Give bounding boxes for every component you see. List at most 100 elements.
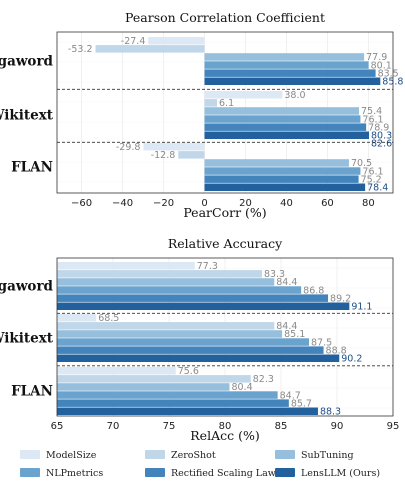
value-label-wikitext-modelsize: 68.5 [98,313,119,324]
bar-wikitext-modelsize [204,91,283,99]
x-tick-label: 85 [275,421,288,432]
legend-swatch-lensllm-ours [275,468,295,477]
value-label-flan-subtuning: 70.5 [351,158,372,169]
value-label-flan-modelsize: 75.6 [178,366,199,377]
group-label-wikitext: Wikitext [0,330,54,346]
x-tick-label: 65 [51,421,64,432]
chart-title-2: Relative Accuracy [168,236,283,251]
value-label-flan-rectified-scaling-law: 85.7 [291,398,312,409]
legend-label-zeroshot: ZeroShot [171,450,216,461]
legend-swatch-rectified-scaling-law [145,468,165,477]
bar-gigaword-lensllm-ours [204,77,381,85]
bar-flan-lensllm-ours [57,407,318,415]
value-label-flan-zeroshot: -12.8 [151,150,176,161]
x-tick-label: −40 [112,198,133,209]
value-label-gigaword-zeroshot: 83.3 [264,269,285,280]
legend-label-nlpmetrics: NLPmetrics [46,468,103,479]
value-label-wikitext-nlpmetrics: 87.5 [311,337,332,348]
group-label-gigaword: Gigaword [0,53,54,69]
group-label-flan: FLAN [11,383,53,399]
bar-flan-modelsize [143,143,205,151]
value-label-wikitext-nlpmetrics: 76.1 [362,114,383,125]
value-label-gigaword-nlpmetrics: 80.1 [371,60,392,71]
value-label-gigaword-modelsize: -27.4 [121,36,146,47]
chart-title-1: Pearson Correlation Coefficient [125,10,325,25]
bar-flan-rectified-scaling-law [204,175,359,183]
legend-label-rectified-scaling-law: Rectified Scaling Law [171,468,276,479]
bar-wikitext-zeroshot [204,99,218,107]
bar-wikitext-lensllm-ours [57,354,340,362]
bar-wikitext-subtuning [57,330,283,338]
bar-gigaword-modelsize [148,37,205,45]
value-label-extra: 82.6 [371,139,392,150]
bar-gigaword-rectified-scaling-law [57,294,329,302]
bar-flan-rectified-scaling-law [57,399,289,407]
value-label-gigaword-rectified-scaling-law: 89.2 [330,293,351,304]
bar-wikitext-rectified-scaling-law [57,346,324,354]
legend-label-modelsize: ModelSize [46,450,97,461]
value-label-gigaword-zeroshot: -53.2 [68,44,93,55]
legend-label-lensllm-ours: LensLLM (Ours) [301,468,380,479]
bar-flan-subtuning [204,159,349,167]
x-tick-label: 80 [219,421,232,432]
value-label-flan-rectified-scaling-law: 75.2 [361,174,382,185]
bar-flan-subtuning [57,383,230,391]
bar-wikitext-lensllm-ours [204,131,370,139]
bar-wikitext-nlpmetrics [57,338,309,346]
value-label-gigaword-subtuning: 77.9 [366,52,387,63]
bar-gigaword-zeroshot [95,45,205,53]
value-label-wikitext-subtuning: 75.4 [361,106,382,117]
value-label-wikitext-zeroshot: 6.1 [219,98,234,109]
x-axis-label-1: PearCorr (%) [183,205,266,220]
value-label-flan-nlpmetrics: 84.7 [280,390,301,401]
x-tick-label: 75 [163,421,176,432]
bar-flan-zeroshot [57,375,251,383]
legend-swatch-subtuning [275,450,295,459]
bar-flan-modelsize [57,367,176,375]
bar-flan-zeroshot [178,151,205,159]
bar-gigaword-subtuning [57,278,275,286]
bar-flan-nlpmetrics [57,391,278,399]
bar-flan-nlpmetrics [204,167,361,175]
x-tick-label: −20 [153,198,174,209]
bar-flan-lensllm-ours [204,183,366,191]
value-label-flan-zeroshot: 82.3 [253,374,274,385]
x-tick-label: 70 [107,421,120,432]
value-label-wikitext-zeroshot: 84.4 [276,321,297,332]
bar-wikitext-nlpmetrics [204,115,361,123]
bar-gigaword-lensllm-ours [57,302,350,310]
x-tick-label: 20 [239,198,252,209]
bar-wikitext-subtuning [204,107,359,115]
bar-gigaword-zeroshot [57,270,262,278]
value-label-gigaword-modelsize: 77.3 [197,261,218,272]
value-label-flan-subtuning: 80.4 [231,382,252,393]
x-tick-label: 40 [280,198,293,209]
bar-wikitext-rectified-scaling-law [204,123,367,131]
value-label-flan-lensllm-ours: 78.4 [367,183,388,194]
legend-label-subtuning: SubTuning [301,450,354,461]
value-label-flan-lensllm-ours: 88.3 [320,407,341,418]
x-tick-label: 80 [362,198,375,209]
value-label-gigaword-lensllm-ours: 91.1 [351,302,372,313]
value-label-wikitext-rectified-scaling-law: 78.9 [368,122,389,133]
value-label-gigaword-nlpmetrics: 86.8 [303,285,324,296]
x-axis-label-2: RelAcc (%) [190,428,259,443]
value-label-wikitext-modelsize: 38.0 [284,90,305,101]
value-label-gigaword-rectified-scaling-law: 83.5 [378,68,399,79]
legend-swatch-zeroshot [145,450,165,459]
value-label-flan-nlpmetrics: 76.1 [362,166,383,177]
bar-wikitext-modelsize [57,314,97,322]
group-label-gigaword: Gigaword [0,278,54,294]
x-tick-label: 0 [201,198,207,209]
x-tick-label: 95 [387,421,400,432]
legend-swatch-modelsize [20,450,40,459]
group-label-wikitext: Wikitext [0,107,54,123]
value-label-wikitext-rectified-scaling-law: 88.8 [326,345,347,356]
value-label-wikitext-lensllm-ours: 80.3 [371,131,392,142]
legend-swatch-nlpmetrics [20,468,40,477]
x-tick-label: −60 [71,198,92,209]
value-label-flan-modelsize: -29.8 [116,142,141,153]
axes-frame [56,31,394,194]
bar-gigaword-nlpmetrics [57,286,302,294]
